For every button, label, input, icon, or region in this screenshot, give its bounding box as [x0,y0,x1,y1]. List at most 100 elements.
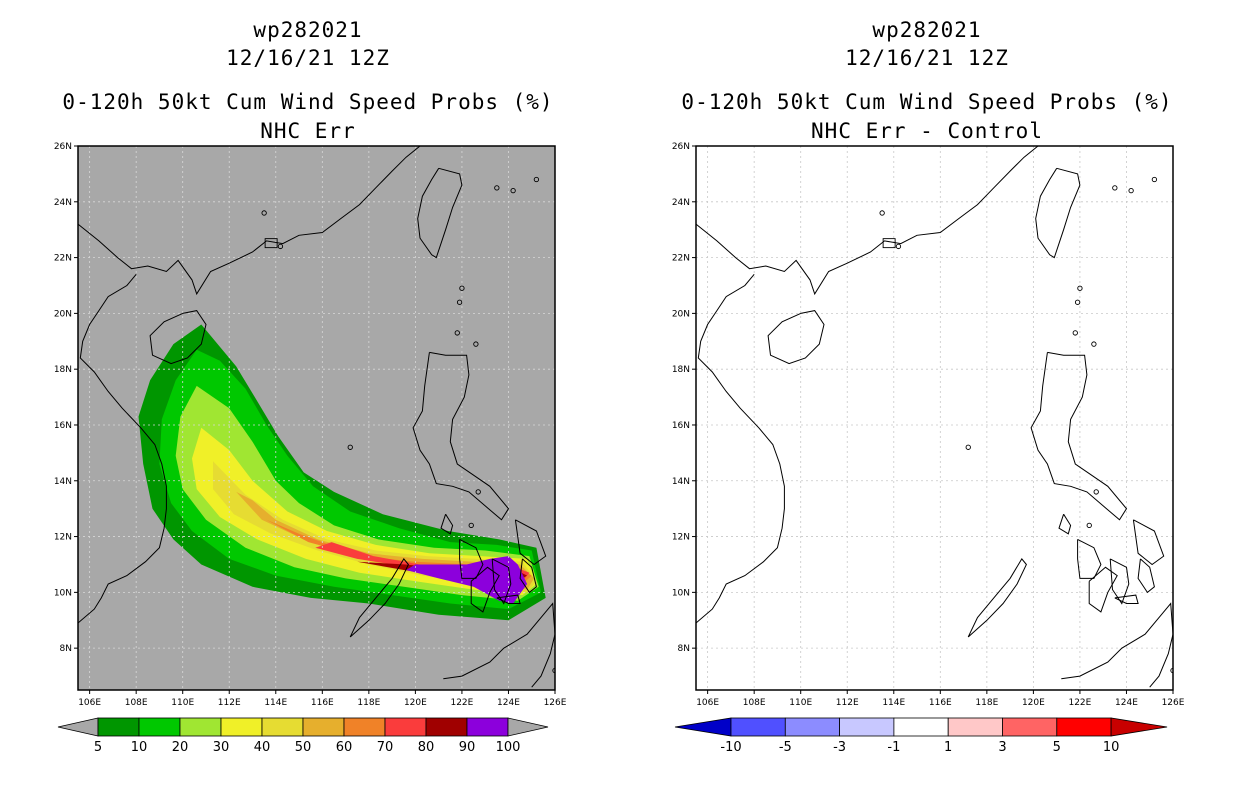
colorbar-cell-40 [261,717,304,737]
colorbar-label: 60 [336,740,353,755]
coastline [767,310,825,365]
island [1093,489,1099,495]
colorbar-arrow-high [507,717,549,737]
island [459,285,465,291]
coastline [417,167,463,259]
hong-kong-marker [264,238,278,249]
lat-tick-label: 8N [60,644,72,654]
coastline [149,310,207,365]
colorbar-cell [784,717,841,737]
island [475,489,481,495]
colorbar-label: -10 [720,740,741,755]
colorbar-cell-5 [97,717,140,737]
colorbar-cell-70 [384,717,427,737]
lon-tick-label: 122E [1068,698,1091,708]
coastline [412,351,510,521]
lon-tick-label: 126E [1162,698,1185,708]
colorbar-label: -1 [887,740,900,755]
colorbar-label: 1 [944,740,952,755]
island [1112,185,1118,191]
lat-tick-label: 10N [672,588,690,598]
coastline [349,558,409,638]
island [1077,285,1083,291]
lon-tick-label: 116E [929,698,952,708]
coastline [1061,602,1173,688]
prob-contour-40 [213,461,537,593]
coastline [78,273,167,624]
lon-tick-label: 114E [264,698,287,708]
colorbar-cell [947,717,1003,737]
datetime-title: 12/16/21 12Z [845,46,1009,70]
lat-tick-label: 12N [672,533,690,543]
lat-tick-label: 18N [672,365,690,375]
colorbar-label: 50 [295,740,312,755]
lat-tick-label: 18N [54,365,72,375]
lat-tick-label: 12N [54,533,72,543]
lat-tick-label: 26N [54,142,72,152]
product-title: 0-120h 50kt Cum Wind Speed Probs (%) [681,90,1173,114]
coastline [519,558,537,594]
island [456,299,463,305]
lon-tick-label: 126E [544,698,567,708]
island [879,210,885,216]
lon-tick-label: 120E [1022,698,1045,708]
lon-tick-label: 106E [78,698,101,708]
lon-tick-label: 112E [218,698,241,708]
colorbar-arrow-low [57,717,99,737]
island [1091,341,1097,347]
colorbar-cell [893,717,949,737]
colorbar-label: 20 [172,740,189,755]
colorbar-cell [839,717,895,737]
subtitle: NHC Err [260,119,356,143]
lon-tick-label: 120E [404,698,427,708]
lon-tick-label: 106E [696,698,719,708]
coastline [491,558,512,605]
coastline [967,558,1027,638]
island [347,444,353,450]
colorbar-cell [730,717,786,737]
map-content [696,146,1173,690]
island [1072,330,1078,336]
coastline [1114,594,1139,604]
coastline [1077,538,1102,579]
colorbar-label: 40 [254,740,271,755]
lon-tick-label: 118E [357,698,380,708]
island [494,185,500,191]
lon-tick-label: 112E [836,698,859,708]
island [454,330,460,336]
colorbar-label: 30 [213,740,230,755]
lat-tick-label: 14N [54,477,72,487]
coastline [696,146,1039,296]
lat-tick-label: 24N [54,198,72,208]
lat-tick-label: 24N [672,198,690,208]
storm-id-title: wp282021 [253,18,363,42]
island [510,187,516,194]
map-frame [695,145,1174,691]
colorbar-label: 3 [998,740,1006,755]
lon-tick-label: 108E [743,698,766,708]
lat-tick-label: 20N [54,309,72,319]
island [277,243,284,250]
colorbar-label: 90 [459,740,476,755]
coastline [1058,513,1072,535]
difference-map: 106E 108E 110E 112E 114E 116E 118E 120E 122E 124E… [672,142,1185,755]
coastline [1030,351,1128,521]
island [1086,522,1092,529]
colorbar-arrow-high [1110,717,1168,737]
coastline [440,513,454,535]
coastline [1132,519,1165,566]
lat-tick-label: 8N [678,644,690,654]
colorbar-label: 10 [1103,740,1120,755]
lat-tick-label: 22N [54,254,72,264]
island [533,176,540,183]
lat-tick-label: 26N [672,142,690,152]
island [1151,176,1158,183]
coastline [78,146,421,296]
lat-tick-label: 16N [54,421,72,431]
coastline [459,538,484,579]
coastline [496,594,521,604]
coastline [470,566,500,613]
island [473,341,479,347]
coastline [1088,566,1118,613]
map-content [78,146,555,690]
